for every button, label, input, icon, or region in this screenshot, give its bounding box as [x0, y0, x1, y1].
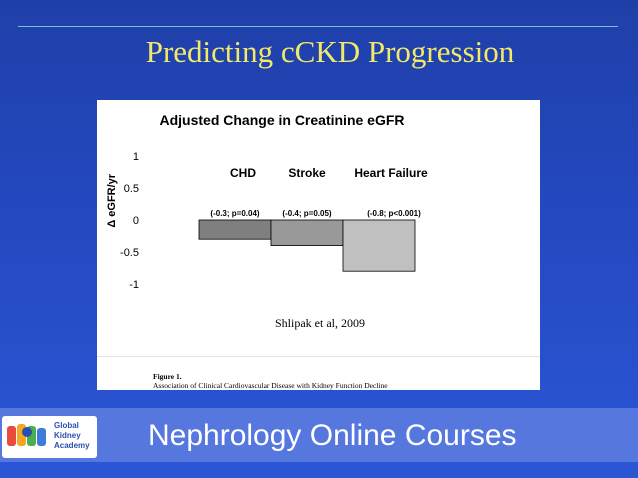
y-tick-label: -1 [129, 279, 139, 291]
category-label: CHD [230, 166, 256, 180]
y-tick-label: 0 [133, 215, 139, 227]
logo-line-3: Academy [54, 441, 90, 450]
footer-bar [0, 408, 638, 462]
figure-caption-text: Association of Clinical Cardiovascular D… [153, 381, 388, 390]
footer-title: Nephrology Online Courses [148, 419, 517, 452]
figure-panel: Adjusted Change in Creatinine eGFR 1 0.5 0… [97, 100, 540, 390]
figure-caption-label: Figure 1. [153, 372, 182, 381]
category-label: Stroke [288, 166, 326, 180]
footer-gap [0, 462, 638, 478]
y-axis-label: Δ eGFR/yr [106, 173, 118, 227]
bar-annotation: (-0.3; p=0.04) [210, 209, 259, 218]
citation: Shlipak et al, 2009 [275, 316, 365, 330]
bar [270, 219, 344, 247]
bar-chart: 1 0.5 0 -0.5 -1 Δ eGFR/yr CHD Stroke Heart Failu… [106, 151, 428, 291]
y-tick-label: -0.5 [120, 247, 139, 259]
figure-caption: Figure 1. Association of Clinical Cardio… [153, 372, 388, 390]
bar-annotation: (-0.8; p<0.001) [367, 209, 421, 218]
y-tick-label: 0.5 [124, 183, 139, 195]
separator [97, 356, 540, 357]
bar-annotation: (-0.4; p=0.05) [282, 209, 331, 218]
logo-line-2: Kidney [54, 431, 81, 440]
y-tick-label: 1 [133, 151, 139, 163]
slide-title: Predicting cCKD Progression [145, 34, 515, 69]
bar [198, 219, 272, 240]
chart-title: Adjusted Change in Creatinine eGFR [159, 112, 405, 128]
logo-line-1: Global [54, 421, 79, 430]
top-rule [18, 26, 618, 27]
category-label: Heart Failure [354, 166, 428, 180]
global-kidney-academy-logo: Global Kidney Academy [2, 416, 97, 458]
bar [342, 219, 416, 272]
logo-text: Global Kidney Academy [54, 421, 90, 451]
logo-figures-icon [7, 424, 46, 446]
